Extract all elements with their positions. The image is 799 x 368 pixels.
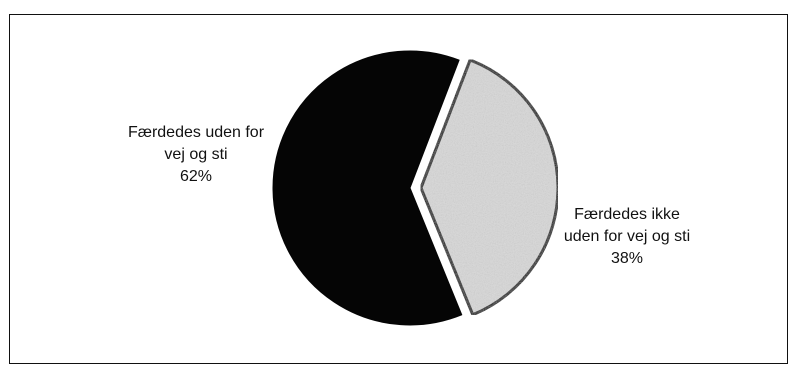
pie-slice-label-1: Færdedes uden for vej og sti 62% <box>128 124 265 185</box>
pie-label-line: Færdedes ikke <box>574 206 680 223</box>
pie-label-line: 38% <box>611 250 643 267</box>
pie-labels: Færdedes uden for vej og sti 62% Færdedes i… <box>128 124 690 267</box>
pie-label-line: uden for vej og sti <box>564 228 690 245</box>
pie-slices <box>272 50 560 326</box>
pie-label-line: 62% <box>180 168 212 185</box>
pie-slice-label-2: Færdedes ikke uden for vej og sti 38% <box>564 206 690 267</box>
pie-label-line: vej og sti <box>164 146 227 163</box>
pie-slice-2 <box>419 58 560 317</box>
pie-label-line: Færdedes uden for <box>128 124 265 141</box>
pie-slice-1 <box>272 50 463 326</box>
